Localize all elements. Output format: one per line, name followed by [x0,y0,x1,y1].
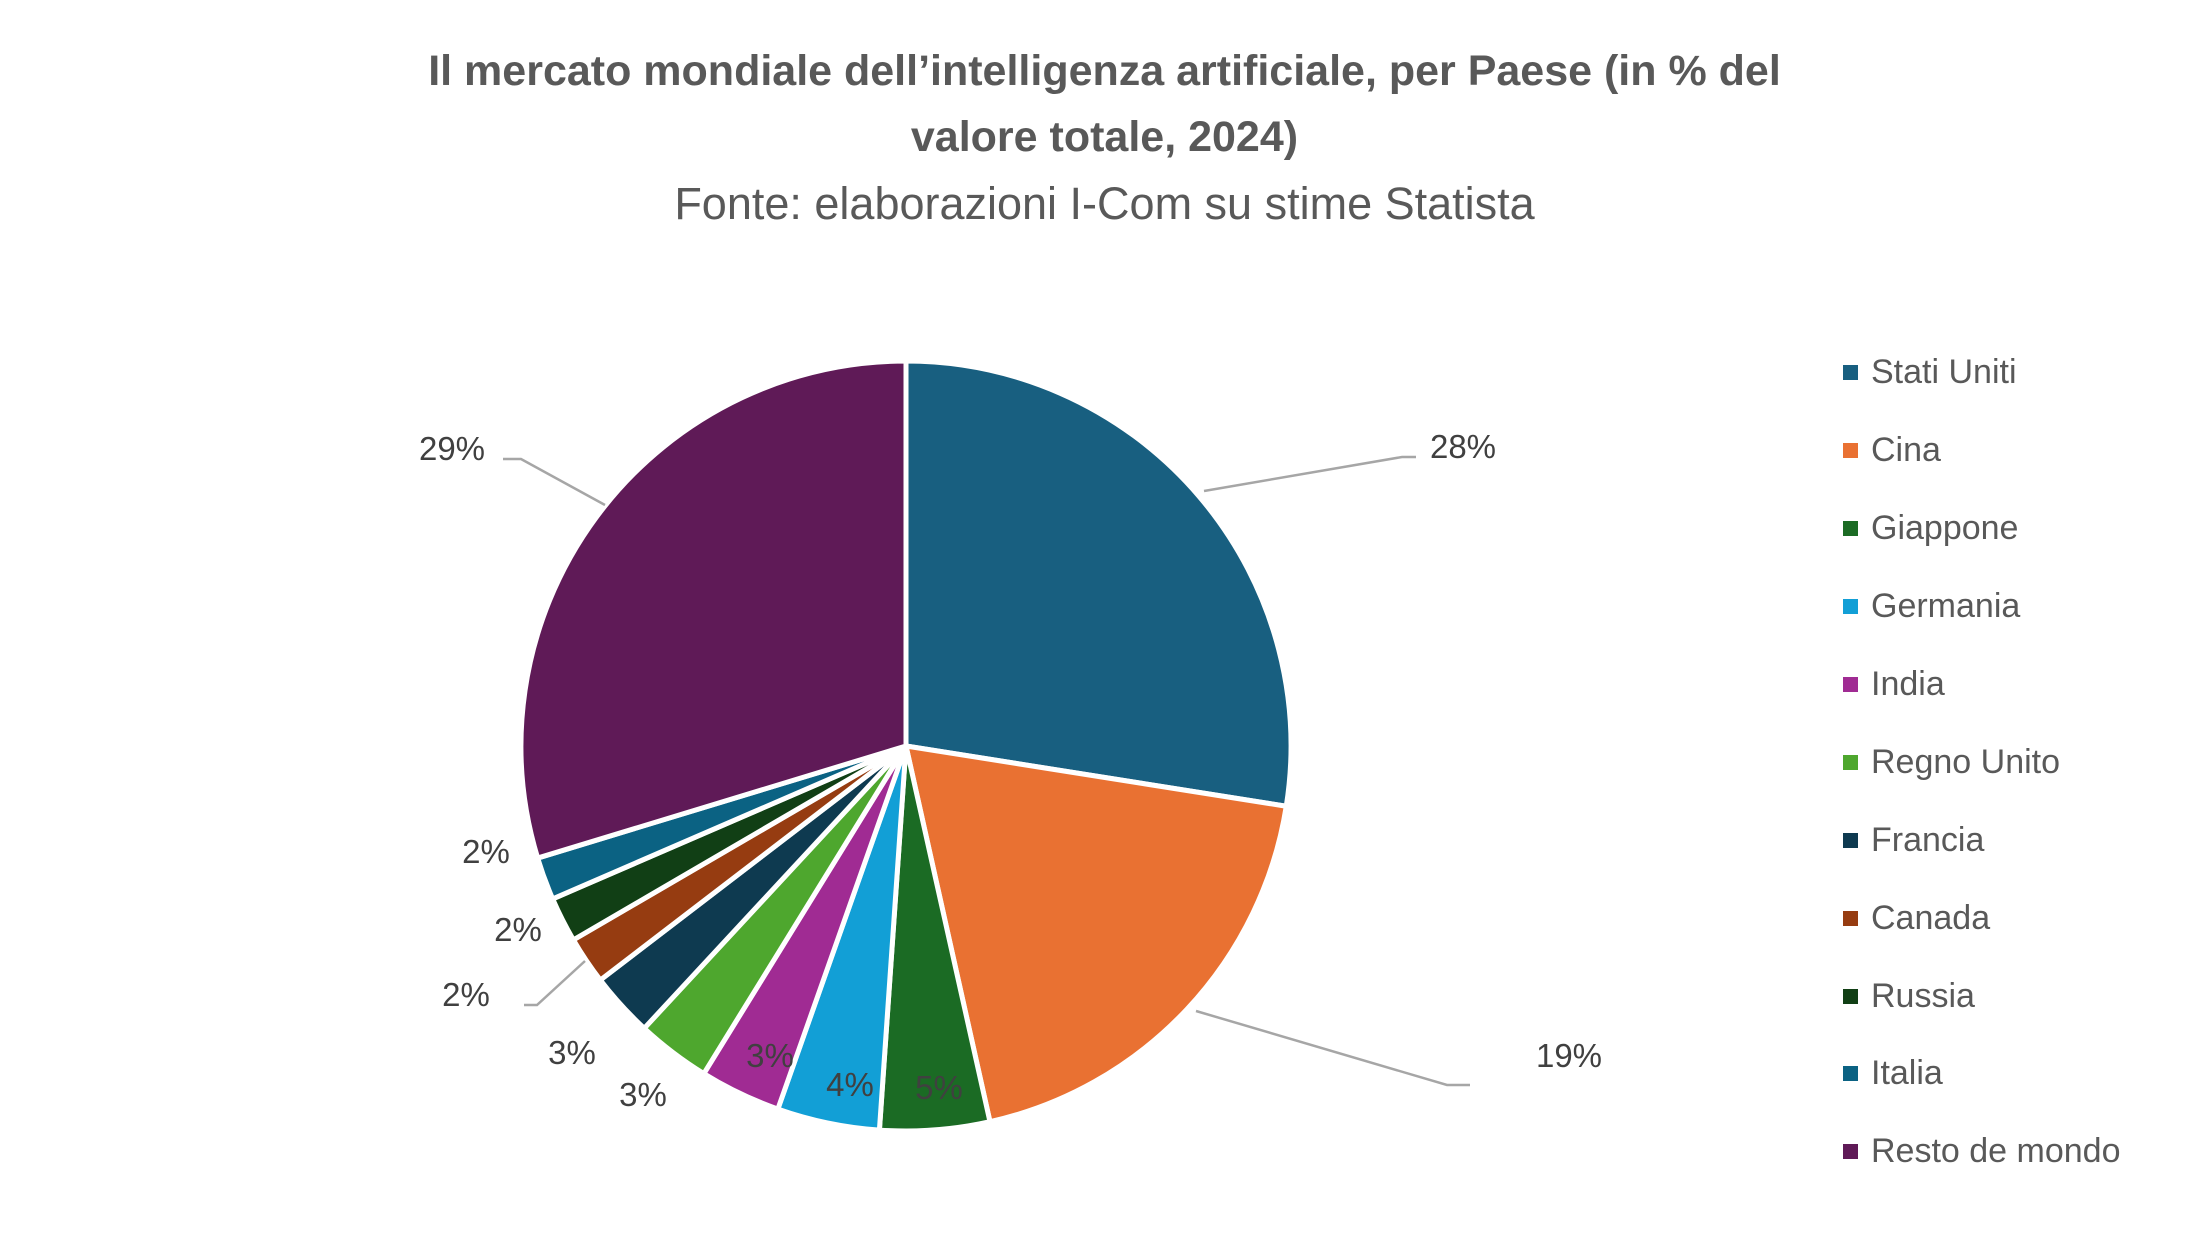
legend-swatch [1843,754,1858,770]
legend-label: Italia [1871,1054,1943,1093]
legend-item: Giappone [1843,490,2121,568]
legend-swatch [1843,1066,1858,1082]
legend-item: Resto de mondo [1843,1113,2121,1191]
legend-label: Cina [1871,431,1941,470]
legend-item: Cina [1843,412,2121,490]
legend-label: Francia [1871,820,1985,859]
legend-label: Canada [1871,898,1991,937]
legend-swatch [1843,521,1858,537]
pie-slice-cina [903,743,1289,1125]
legend-item: India [1843,646,2121,724]
legend-label: Russia [1871,976,1975,1015]
legend-swatch [1843,832,1858,848]
legend-swatch [1843,365,1858,381]
data-label: 2% [494,911,542,948]
chart-subtitle: Fonte: elaborazioni I-Com su stime Stati… [674,178,1535,229]
legend-label: India [1871,665,1945,703]
chart-title-line-2: valore totale, 2024) [910,113,1299,161]
data-label: 2% [462,833,510,870]
legend-item: Francia [1843,801,2121,879]
pie-slice-stati-uniti [903,358,1294,809]
legend-swatch [1843,443,1858,459]
legend: Stati Uniti Cina Giappone Germania India Regn… [1843,334,2121,1191]
legend-swatch [1843,677,1858,692]
data-label: 28% [1429,428,1497,465]
data-label: 4% [826,1066,874,1103]
data-label: 3% [746,1037,794,1074]
legend-item: Germania [1843,568,2121,646]
legend-label: Resto de mondo [1871,1132,2121,1171]
pie-slice-resto-de-mondo [518,358,909,861]
legend-swatch [1843,910,1858,926]
legend-item: Canada [1843,879,2121,957]
leader-line [503,457,606,507]
legend-item: Russia [1843,957,2121,1035]
legend-swatch [1843,1144,1858,1160]
data-label: 3% [619,1076,667,1113]
legend-label: Stati Uniti [1871,353,2017,392]
data-label: 29% [418,430,486,467]
data-label: 19% [1535,1037,1603,1074]
data-label: 2% [442,976,490,1013]
leader-line [1195,1009,1470,1087]
legend-label: Giappone [1871,509,2019,548]
data-label: 3% [548,1034,596,1071]
data-label: 5% [915,1069,963,1106]
legend-swatch [1843,599,1858,615]
leader-line [1203,455,1416,493]
chart-title-line-1: Il mercato mondiale dell’intelligenza ar… [428,47,1781,95]
legend-item: Stati Uniti [1843,334,2121,412]
chart-title: Il mercato mondiale dell’intelligenza ar… [0,38,2209,170]
legend-item: Italia [1843,1035,2121,1113]
legend-item: Regno Unito [1843,723,2121,801]
legend-label: Regno Unito [1871,742,2061,781]
legend-swatch [1843,988,1858,1004]
leader-line [524,960,586,1007]
legend-label: Germania [1871,587,2021,626]
